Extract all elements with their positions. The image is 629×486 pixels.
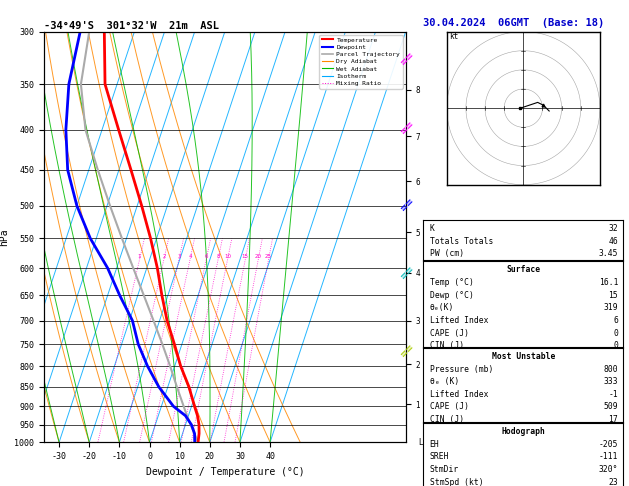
Text: 4: 4: [188, 254, 192, 260]
Text: -205: -205: [599, 440, 618, 449]
Text: 0: 0: [613, 341, 618, 350]
Legend: Temperature, Dewpoint, Parcel Trajectory, Dry Adiabat, Wet Adiabat, Isotherm, Mi: Temperature, Dewpoint, Parcel Trajectory…: [320, 35, 403, 88]
Text: θₑ(K): θₑ(K): [430, 303, 454, 312]
Text: 8: 8: [216, 254, 220, 260]
Text: CAPE (J): CAPE (J): [430, 402, 469, 412]
Text: 333: 333: [604, 377, 618, 386]
Text: 3: 3: [177, 254, 181, 260]
Text: 1: 1: [138, 254, 142, 260]
Text: CIN (J): CIN (J): [430, 341, 464, 350]
Text: 319: 319: [604, 303, 618, 312]
Text: 23: 23: [608, 478, 618, 486]
Text: 2: 2: [162, 254, 165, 260]
Text: Temp (°C): Temp (°C): [430, 278, 474, 287]
Text: 17: 17: [608, 415, 618, 424]
Text: EH: EH: [430, 440, 440, 449]
Text: 6: 6: [204, 254, 208, 260]
Text: 800: 800: [604, 364, 618, 374]
Text: Mixing Ratio (g/kg): Mixing Ratio (g/kg): [434, 242, 443, 330]
Text: Pressure (mb): Pressure (mb): [430, 364, 493, 374]
Text: 6: 6: [613, 316, 618, 325]
Y-axis label: hPa: hPa: [0, 228, 9, 246]
Text: ≡≡: ≡≡: [398, 341, 417, 359]
Text: SREH: SREH: [430, 452, 449, 462]
Text: Totals Totals: Totals Totals: [430, 237, 493, 246]
Text: 0: 0: [613, 329, 618, 338]
Text: Hodograph: Hodograph: [501, 427, 545, 436]
Text: 509: 509: [604, 402, 618, 412]
Text: 3.45: 3.45: [599, 249, 618, 259]
Text: Surface: Surface: [506, 265, 540, 275]
Text: ≡≡: ≡≡: [398, 49, 417, 68]
Text: Lifted Index: Lifted Index: [430, 390, 488, 399]
Text: CIN (J): CIN (J): [430, 415, 464, 424]
Text: 46: 46: [608, 237, 618, 246]
Text: 25: 25: [265, 254, 272, 260]
Text: 10: 10: [224, 254, 231, 260]
Text: 30.04.2024  06GMT  (Base: 18): 30.04.2024 06GMT (Base: 18): [423, 18, 604, 29]
Text: StmDir: StmDir: [430, 465, 459, 474]
Text: StmSpd (kt): StmSpd (kt): [430, 478, 483, 486]
Text: 15: 15: [608, 291, 618, 300]
Text: Dewp (°C): Dewp (°C): [430, 291, 474, 300]
Text: CAPE (J): CAPE (J): [430, 329, 469, 338]
Y-axis label: km
ASL: km ASL: [429, 237, 444, 256]
Text: LCL: LCL: [418, 438, 432, 447]
Text: 320°: 320°: [599, 465, 618, 474]
Text: 16.1: 16.1: [599, 278, 618, 287]
Text: K: K: [430, 224, 435, 233]
Text: θₑ (K): θₑ (K): [430, 377, 459, 386]
Text: -1: -1: [608, 390, 618, 399]
Text: PW (cm): PW (cm): [430, 249, 464, 259]
Text: kt: kt: [448, 32, 458, 41]
Text: ≡≡: ≡≡: [398, 263, 417, 281]
Text: 20: 20: [255, 254, 262, 260]
Text: 15: 15: [242, 254, 249, 260]
Text: ≡≡: ≡≡: [398, 195, 417, 213]
Text: -34°49'S  301°32'W  21m  ASL: -34°49'S 301°32'W 21m ASL: [44, 21, 219, 31]
Text: Most Unstable: Most Unstable: [492, 352, 555, 361]
Text: ≡≡: ≡≡: [398, 117, 417, 136]
Text: 32: 32: [608, 224, 618, 233]
Text: Lifted Index: Lifted Index: [430, 316, 488, 325]
X-axis label: Dewpoint / Temperature (°C): Dewpoint / Temperature (°C): [145, 467, 304, 477]
Text: -111: -111: [599, 452, 618, 462]
